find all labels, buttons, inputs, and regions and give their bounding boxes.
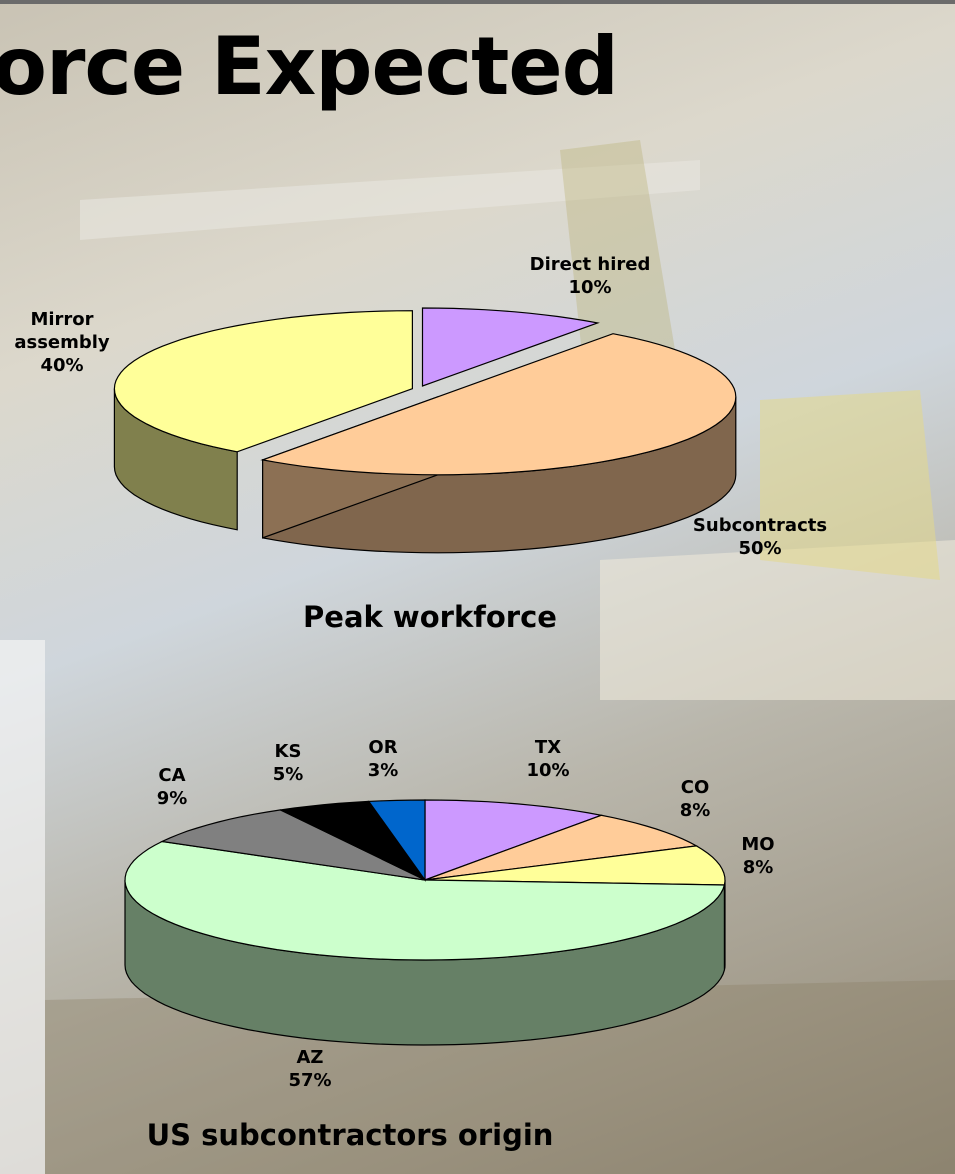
slice <box>421 307 600 387</box>
slice-label: CO 8% <box>665 776 725 822</box>
slice-name: Direct hired <box>529 254 651 275</box>
slice-label: OR 3% <box>353 736 413 782</box>
slice-label: Direct hired 10% <box>515 253 665 299</box>
slice <box>260 333 737 476</box>
chart-title: US subcontractors origin <box>146 1118 554 1152</box>
slice-value: 3% <box>367 760 399 781</box>
slice-label: MO 8% <box>728 833 788 879</box>
slice <box>424 814 699 881</box>
slice-label: Subcontracts 50% <box>675 514 845 560</box>
slice-value: 10% <box>526 760 570 781</box>
slice-name: OR <box>368 737 398 758</box>
slice <box>124 840 726 961</box>
slice-name: Subcontracts <box>692 515 828 536</box>
slice-label: AZ 57% <box>280 1046 340 1092</box>
slice-name: KS <box>274 741 302 762</box>
slice-value: 9% <box>156 788 188 809</box>
slice-name: AZ <box>296 1047 324 1068</box>
slice-label: CA 9% <box>142 764 202 810</box>
slice-name: Mirror assembly <box>14 309 110 353</box>
slice <box>367 799 426 882</box>
slice-value: 8% <box>679 800 711 821</box>
slice-label: TX 10% <box>518 736 578 782</box>
slice-value: 57% <box>288 1070 332 1091</box>
slide-title: orce Expected <box>0 20 619 113</box>
slice-value: 50% <box>738 538 782 559</box>
slice-name: CO <box>680 777 710 798</box>
slice-value: 8% <box>742 857 774 878</box>
slice-name: MO <box>741 834 775 855</box>
slice <box>160 809 426 881</box>
chart-title: Peak workforce <box>303 600 557 634</box>
slice <box>113 310 413 453</box>
slice-value: 10% <box>568 277 612 298</box>
slice-value: 5% <box>272 764 304 785</box>
slice-name: CA <box>158 765 186 786</box>
slice <box>278 800 426 881</box>
slice-label: KS 5% <box>258 740 318 786</box>
slice <box>424 845 726 886</box>
slice-name: TX <box>534 737 562 758</box>
slice <box>424 799 604 881</box>
slice-label: Mirror assembly 40% <box>2 308 122 377</box>
slice-value: 40% <box>40 355 84 376</box>
